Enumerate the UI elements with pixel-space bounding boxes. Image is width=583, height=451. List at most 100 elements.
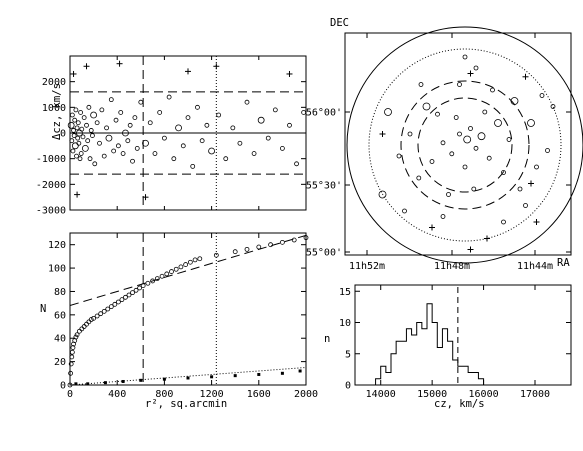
- cumulative-member-point: [164, 271, 170, 277]
- member-point: [244, 99, 250, 105]
- cumulative-member-point: [232, 249, 238, 255]
- member-point: [75, 135, 81, 141]
- cumulative-member-point: [187, 259, 193, 265]
- sky-member-point: [501, 170, 506, 175]
- frame-br: [354, 284, 572, 386]
- ytick-label-tr: 55°30': [306, 181, 342, 192]
- cumulative-member-point: [69, 354, 75, 360]
- cumulative-member-point: [137, 285, 143, 291]
- ylabel-tr: DEC: [330, 17, 349, 29]
- member-point: [199, 138, 205, 144]
- member-point: [120, 151, 126, 156]
- ytick-label-bl: 100: [48, 264, 66, 275]
- sky-member-point: [517, 186, 523, 192]
- cumulative-member-point: [112, 301, 118, 307]
- cumulative-member-point: [213, 252, 219, 258]
- cumulative-member-point: [101, 308, 107, 314]
- cumulative-member-point: [133, 287, 139, 293]
- member-point: [272, 107, 278, 113]
- member-point: [157, 110, 163, 115]
- member-point: [76, 129, 83, 137]
- sky-member-point: [501, 219, 506, 225]
- xtick-label-tr: 11h48m: [434, 261, 470, 272]
- cumulative-member-point: [126, 292, 132, 298]
- sky-member-point: [482, 109, 488, 115]
- member-point: [69, 138, 75, 144]
- cumulative-member-point: [86, 319, 92, 325]
- radius-circle-solid: [346, 26, 583, 264]
- cumulative-member-point: [81, 324, 87, 329]
- xlabel-br: cz, km/s: [434, 398, 485, 410]
- member-point: [223, 156, 229, 162]
- member-point: [101, 153, 107, 159]
- member-point: [265, 135, 271, 141]
- ytick-label-tl: -1000: [36, 154, 66, 165]
- cumulative-member-point: [119, 297, 125, 303]
- member-point: [216, 112, 222, 118]
- sky-member-point: [477, 132, 486, 141]
- sky-member-point: [462, 54, 468, 60]
- sky-member-point: [422, 102, 431, 111]
- sky-member-point: [550, 104, 556, 109]
- member-point: [142, 139, 149, 147]
- cumulative-member-point: [94, 313, 100, 319]
- member-point: [88, 128, 94, 133]
- ytick-label-br: 5: [345, 349, 351, 360]
- cumulative-nonmember-point: [210, 375, 214, 379]
- member-point: [251, 151, 257, 156]
- member-point: [130, 158, 135, 164]
- ytick-label-bl: 80: [54, 287, 66, 298]
- member-point: [113, 117, 119, 123]
- sky-member-point: [449, 151, 455, 157]
- xtick-label-bl: 1600: [247, 389, 271, 400]
- sky-member-point: [510, 97, 519, 105]
- fit-line-dashed: [69, 234, 307, 306]
- member-point: [75, 120, 81, 126]
- member-point: [69, 112, 75, 118]
- sky-member-point: [429, 159, 435, 164]
- sky-member-point: [462, 164, 468, 170]
- member-point: [81, 144, 89, 152]
- sky-member-point: [463, 135, 472, 144]
- member-point: [301, 110, 307, 115]
- member-point: [132, 115, 138, 120]
- cumulative-member-point: [154, 276, 160, 282]
- member-point: [81, 115, 87, 120]
- member-point: [195, 104, 200, 110]
- member-point: [152, 151, 158, 156]
- xtick-label-bl: 1200: [200, 389, 224, 400]
- sky-member-point: [440, 214, 446, 219]
- cumulative-member-point: [169, 269, 174, 274]
- ytick-label-br: 10: [339, 318, 351, 329]
- cumulative-nonmember-point: [139, 378, 143, 382]
- cumulative-member-point: [279, 239, 285, 245]
- member-point: [108, 97, 114, 103]
- member-point: [111, 148, 117, 154]
- sky-member-point: [440, 140, 446, 146]
- cumulative-member-point: [79, 326, 85, 332]
- member-point: [85, 138, 91, 144]
- member-point: [279, 145, 285, 151]
- member-point: [74, 153, 79, 159]
- member-point: [287, 122, 292, 128]
- ytick-label-bl: 40: [54, 334, 66, 345]
- member-point: [78, 151, 84, 156]
- sky-member-point: [435, 111, 440, 117]
- cumulative-member-point: [268, 242, 274, 248]
- sky-member-point: [506, 137, 512, 142]
- member-point: [104, 125, 109, 131]
- xtick-label-br: 15000: [417, 389, 447, 400]
- cumulative-nonmember-point: [74, 382, 78, 386]
- member-point: [185, 115, 191, 120]
- ytick-label-br: 15: [339, 287, 351, 298]
- sky-member-point: [453, 115, 459, 120]
- member-point: [208, 147, 216, 155]
- ytick-label-tl: 1000: [42, 103, 66, 114]
- member-point: [80, 134, 86, 140]
- member-point: [84, 122, 89, 128]
- cumulative-member-point: [130, 290, 135, 296]
- sky-member-point: [545, 148, 550, 153]
- cumulative-member-point: [68, 361, 74, 367]
- frame-bl: [69, 232, 307, 386]
